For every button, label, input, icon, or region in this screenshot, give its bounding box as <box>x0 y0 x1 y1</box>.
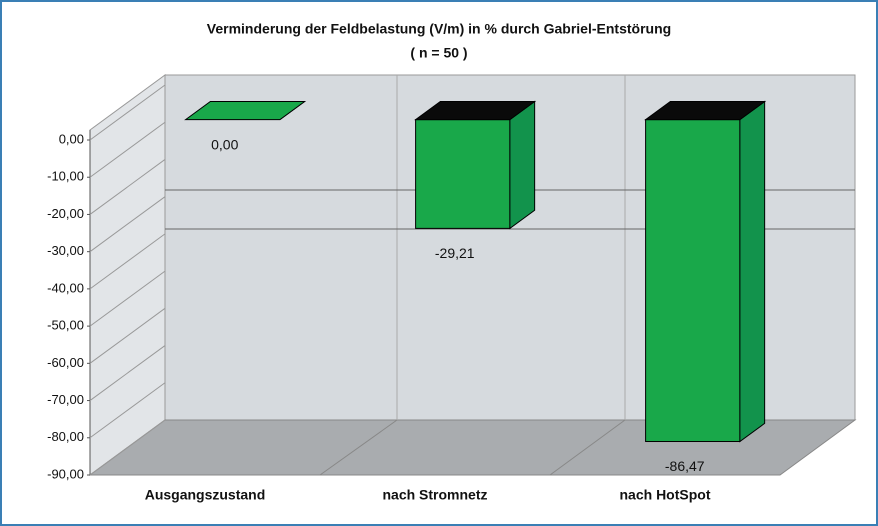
y-tick-label: -60,00 <box>47 355 84 370</box>
y-tick-label: -80,00 <box>47 429 84 444</box>
value-label: -86,47 <box>665 458 705 474</box>
chart-title: Verminderung der Feldbelastung (V/m) in … <box>207 21 671 37</box>
value-label: 0,00 <box>211 136 238 152</box>
y-tick-label: -20,00 <box>47 206 84 221</box>
y-tick-label: -50,00 <box>47 318 84 333</box>
grid-line <box>89 419 166 476</box>
bar-side <box>509 100 536 230</box>
floor-divider <box>319 419 398 476</box>
y-tick-label: -10,00 <box>47 169 84 184</box>
bar-top <box>644 101 767 121</box>
grid-line <box>89 121 166 178</box>
grid-line <box>89 270 166 327</box>
chart-subtitle: ( n = 50 ) <box>410 45 467 61</box>
y-tick-label: -70,00 <box>47 392 84 407</box>
value-label: -29,21 <box>435 245 475 261</box>
grid-line <box>89 159 166 215</box>
x-tick-label: Ausgangszustand <box>145 487 266 503</box>
grid-line <box>89 345 166 401</box>
bar-side <box>739 100 766 443</box>
x-tick-label: nach Stromnetz <box>382 487 487 503</box>
bar-top <box>414 101 537 121</box>
x-tick-label: nach HotSpot <box>620 487 711 503</box>
bar-top <box>184 101 307 121</box>
grid-line <box>89 84 166 141</box>
grid-line <box>89 233 166 290</box>
y-tick-label: 0,00 <box>59 131 84 146</box>
grid-line <box>89 196 166 253</box>
y-tick-label: -30,00 <box>47 243 84 258</box>
bar <box>415 119 511 229</box>
bar <box>645 119 741 443</box>
side-wall <box>89 74 166 476</box>
grid-line <box>89 307 166 364</box>
y-tick-label: -90,00 <box>47 466 84 481</box>
grid-line <box>89 382 166 439</box>
floor-divider <box>549 419 626 476</box>
y-tick-label: -40,00 <box>47 280 84 295</box>
